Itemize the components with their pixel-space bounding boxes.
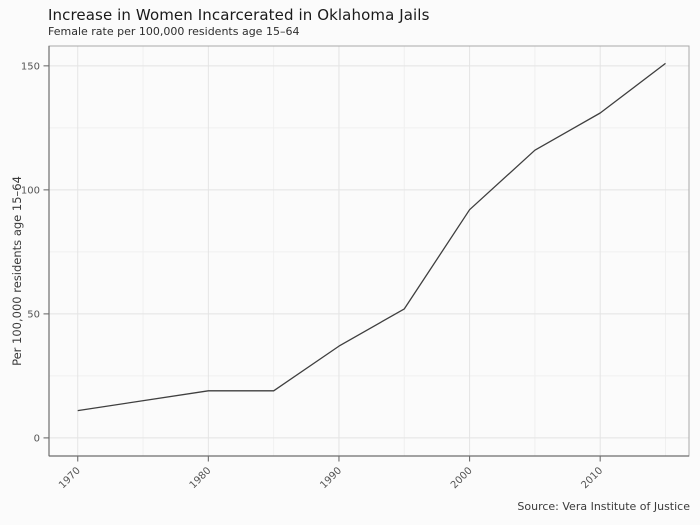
x-tick-label: 1970	[57, 465, 83, 491]
panel-border	[48, 45, 690, 457]
data-line	[77, 62, 666, 412]
y-axis-title: Per 100,000 residents age 15–64	[10, 176, 24, 366]
x-tick-label: 2010	[580, 465, 606, 491]
y-tick-label: 0	[34, 433, 40, 444]
chart-subtitle: Female rate per 100,000 residents age 15…	[48, 25, 300, 38]
x-tick-label: 2000	[449, 465, 475, 491]
y-tick-label: 150	[21, 61, 40, 72]
y-tick-label: 100	[21, 185, 40, 196]
x-tick-label: 1980	[188, 465, 214, 491]
y-tick-label: 50	[27, 309, 40, 320]
chart-title: Increase in Women Incarcerated in Oklaho…	[48, 6, 430, 24]
source-credit: Source: Vera Institute of Justice	[517, 500, 690, 513]
x-tick-label: 1990	[318, 465, 344, 491]
